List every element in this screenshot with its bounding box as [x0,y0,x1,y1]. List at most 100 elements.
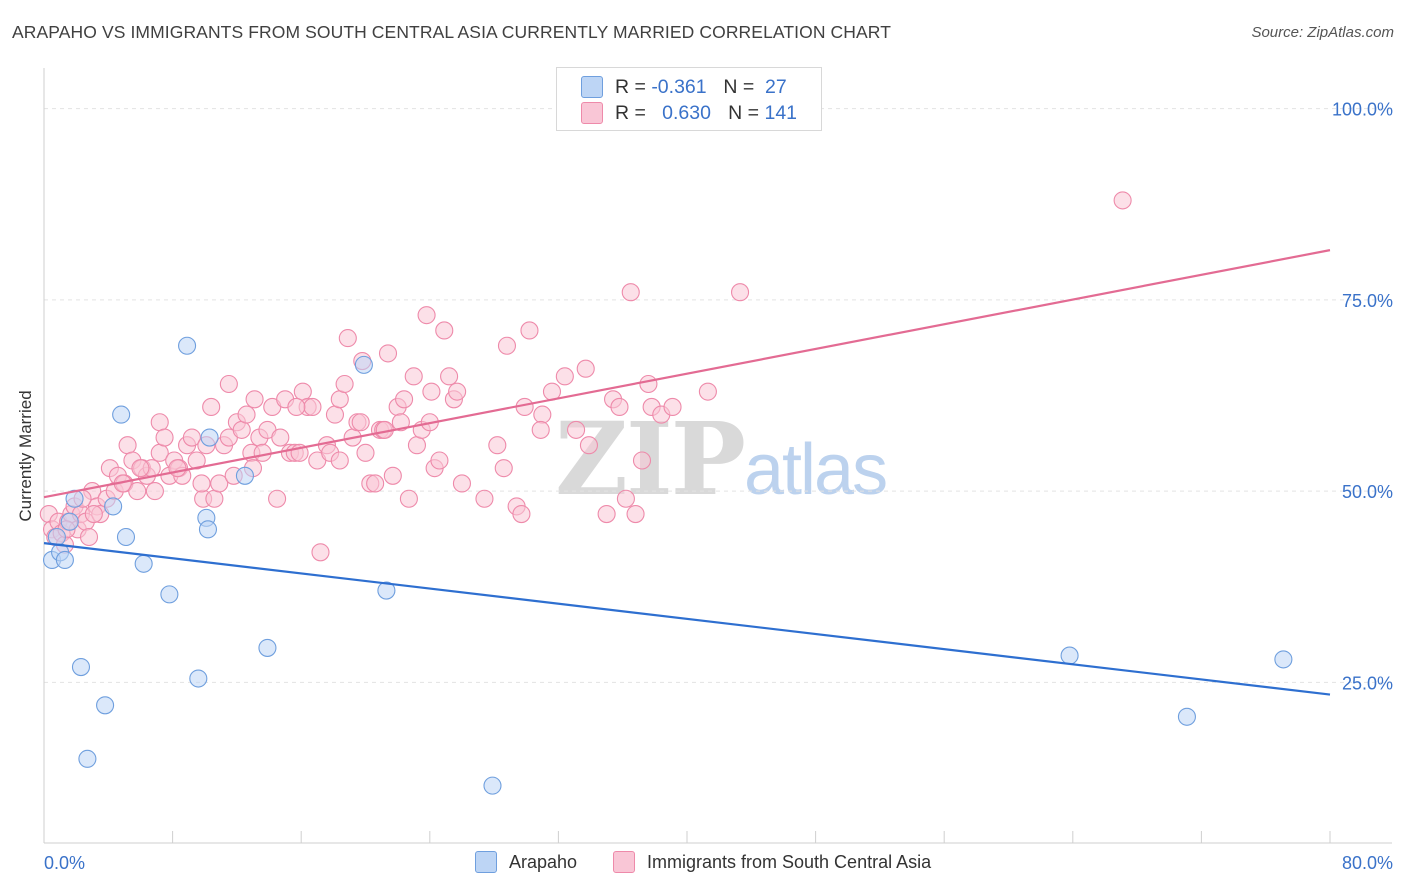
arapaho-point [112,405,131,424]
watermark-atlas: atlas [743,430,888,510]
immigrants-point [494,459,513,478]
immigrants-point [356,443,375,462]
arapaho-point [198,520,218,539]
arapaho-point [160,585,179,604]
immigrants-point [338,329,357,348]
immigrants-point [512,504,531,524]
arapaho-point [104,497,123,516]
immigrants-point [271,428,290,447]
immigrants-point [202,397,221,417]
immigrants-point [621,283,640,302]
arapaho-point [1274,650,1293,669]
immigrants-point [205,489,224,508]
immigrants-point [399,489,418,508]
immigrants-point [168,459,187,478]
immigrants-point [303,397,322,417]
immigrants-point [730,283,750,302]
legend-row-immigrants: R = 0.630 N = 141 [581,100,797,126]
immigrants-point [150,413,169,432]
immigrants-trend-line [43,249,1331,499]
immigrants-point [118,436,137,455]
immigrants-point [145,482,164,501]
arapaho-point [377,581,396,600]
immigrants-point [639,374,658,394]
immigrants-point [325,405,345,424]
r-value: -0.361 [651,75,707,98]
arapaho-point [483,776,502,795]
immigrants-point [155,428,174,447]
source-label: Source: ZipAtlas.com [1251,24,1394,41]
r-value: 0.630 [662,101,711,124]
arapaho-point [189,669,208,688]
immigrants-point [422,382,441,401]
correlation-legend: R = -0.361 N = 27 R = 0.630 N = 141 [556,67,822,131]
n-value: 27 [765,75,787,98]
arapaho-point [116,527,136,547]
immigrants-point [245,390,264,409]
y-tick-label: 75.0% [1342,291,1393,311]
immigrants-point [430,451,449,470]
immigrants-point [383,466,402,485]
immigrants-point [475,489,494,508]
immigrants-point [84,504,103,524]
immigrants-point [626,504,645,524]
x-tick-label: 80.0% [1342,853,1393,873]
immigrants-point [1113,191,1132,210]
immigrants-point [378,344,398,363]
immigrants-point [452,474,472,493]
immigrants-point [404,367,423,386]
immigrants-point [533,405,552,424]
r-label: R = [615,101,646,124]
immigrants-point [531,420,550,439]
immigrants-point [555,367,574,386]
immigrants-point [448,382,467,401]
n-label: N = [728,101,760,124]
arapaho-point [200,428,219,447]
legend-swatch-immigrants [581,102,603,124]
immigrants-point [187,451,206,470]
watermark: ZIPatlas [555,400,888,518]
immigrants-point [597,504,616,524]
immigrants-point [632,451,652,470]
immigrants-point [79,527,99,547]
arapaho-point [96,696,115,715]
immigrants-point [268,489,287,508]
arapaho-point [134,554,153,573]
immigrants-point [579,436,598,455]
immigrants-point [210,474,229,493]
arapaho-trend-line [43,542,1331,696]
chart-title: ARAPAHO VS IMMIGRANTS FROM SOUTH CENTRAL… [12,22,891,42]
immigrants-point [219,374,238,394]
legend-label-immigrants: Immigrants from South Central Asia [647,851,932,872]
y-tick-label: 50.0% [1342,482,1393,502]
immigrants-point [610,397,629,417]
immigrants-point [616,489,635,508]
immigrants-point [293,382,312,401]
immigrants-point [417,306,436,325]
immigrants-point [440,367,459,386]
immigrants-point [232,420,251,439]
legend-row-arapaho: R = -0.361 N = 27 [581,74,787,100]
immigrants-point [391,413,410,432]
arapaho-point [178,336,197,355]
immigrants-point [395,390,414,409]
immigrants-point [520,321,539,340]
immigrants-point [663,397,682,417]
immigrants-point [287,397,306,417]
immigrants-point [335,374,354,394]
immigrants-point [435,321,454,340]
immigrants-point [131,459,150,478]
arapaho-point [78,749,97,768]
legend-item-arapaho: Arapaho [475,851,577,873]
legend-item-immigrants: Immigrants from South Central Asia [613,851,931,873]
arapaho-point [55,550,74,570]
legend-swatch-arapaho [581,76,603,98]
x-tick-label: 0.0% [44,853,85,873]
arapaho-point [354,355,373,374]
arapaho-point [1060,646,1079,665]
immigrants-point [311,543,330,562]
immigrants-point [576,359,595,378]
immigrants-point [192,474,211,493]
arapaho-point [71,657,91,677]
